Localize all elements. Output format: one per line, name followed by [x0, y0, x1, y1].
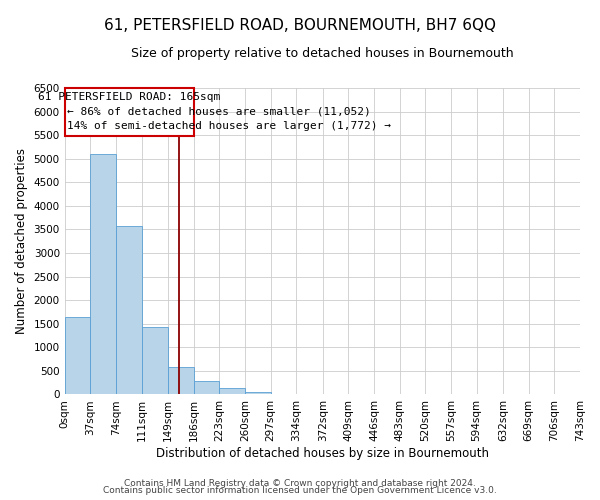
Text: 14% of semi-detached houses are larger (1,772) →: 14% of semi-detached houses are larger (… — [67, 120, 391, 130]
Text: Contains HM Land Registry data © Crown copyright and database right 2024.: Contains HM Land Registry data © Crown c… — [124, 478, 476, 488]
Bar — [194, 381, 220, 394]
X-axis label: Distribution of detached houses by size in Bournemouth: Distribution of detached houses by size … — [156, 447, 489, 460]
Bar — [142, 327, 168, 394]
Title: Size of property relative to detached houses in Bournemouth: Size of property relative to detached ho… — [131, 48, 514, 60]
Text: 61 PETERSFIELD ROAD: 165sqm: 61 PETERSFIELD ROAD: 165sqm — [38, 92, 220, 102]
Text: Contains public sector information licensed under the Open Government Licence v3: Contains public sector information licen… — [103, 486, 497, 495]
Bar — [65, 316, 91, 394]
Text: ← 86% of detached houses are smaller (11,052): ← 86% of detached houses are smaller (11… — [67, 106, 371, 116]
Bar — [116, 226, 142, 394]
Bar — [91, 154, 116, 394]
Text: 61, PETERSFIELD ROAD, BOURNEMOUTH, BH7 6QQ: 61, PETERSFIELD ROAD, BOURNEMOUTH, BH7 6… — [104, 18, 496, 32]
Bar — [220, 388, 245, 394]
Bar — [245, 392, 271, 394]
Bar — [168, 366, 194, 394]
Y-axis label: Number of detached properties: Number of detached properties — [15, 148, 28, 334]
FancyBboxPatch shape — [65, 88, 194, 136]
